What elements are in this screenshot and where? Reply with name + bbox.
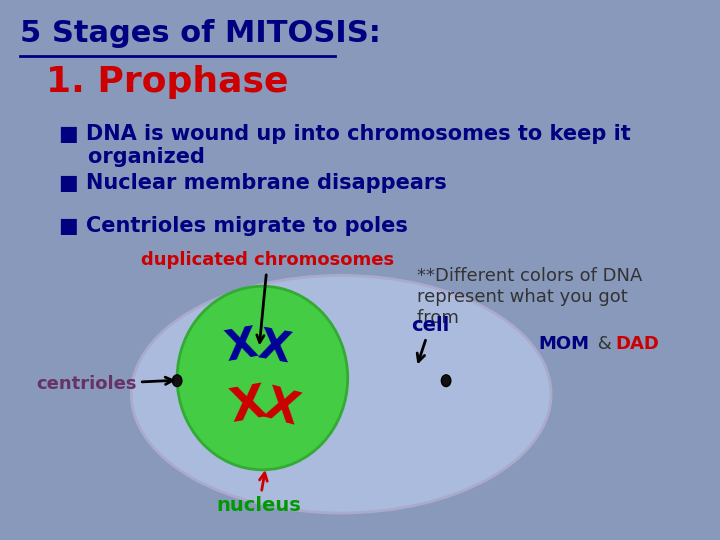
Text: 5 Stages of MITOSIS:: 5 Stages of MITOSIS: [19,19,381,48]
Ellipse shape [441,375,451,387]
Text: X: X [226,381,270,431]
Text: 1. Prophase: 1. Prophase [46,65,289,99]
Text: DAD: DAD [616,335,660,353]
Text: &: & [593,335,618,353]
Text: ■ DNA is wound up into chromosomes to keep it
    organized: ■ DNA is wound up into chromosomes to ke… [59,124,631,167]
Ellipse shape [172,375,182,387]
Text: cell: cell [411,316,449,362]
Text: centrioles: centrioles [36,375,173,394]
Text: MOM: MOM [538,335,589,353]
Text: duplicated chromosomes: duplicated chromosomes [141,251,394,342]
Text: **Different colors of DNA
represent what you got
from: **Different colors of DNA represent what… [417,267,642,327]
Ellipse shape [177,286,348,470]
Text: X: X [255,325,294,372]
Text: X: X [222,323,261,370]
Ellipse shape [131,275,551,513]
Text: X: X [258,383,303,434]
Text: ■ Centrioles migrate to poles: ■ Centrioles migrate to poles [59,216,408,236]
Text: ■ Nuclear membrane disappears: ■ Nuclear membrane disappears [59,173,447,193]
Text: nucleus: nucleus [217,473,302,515]
